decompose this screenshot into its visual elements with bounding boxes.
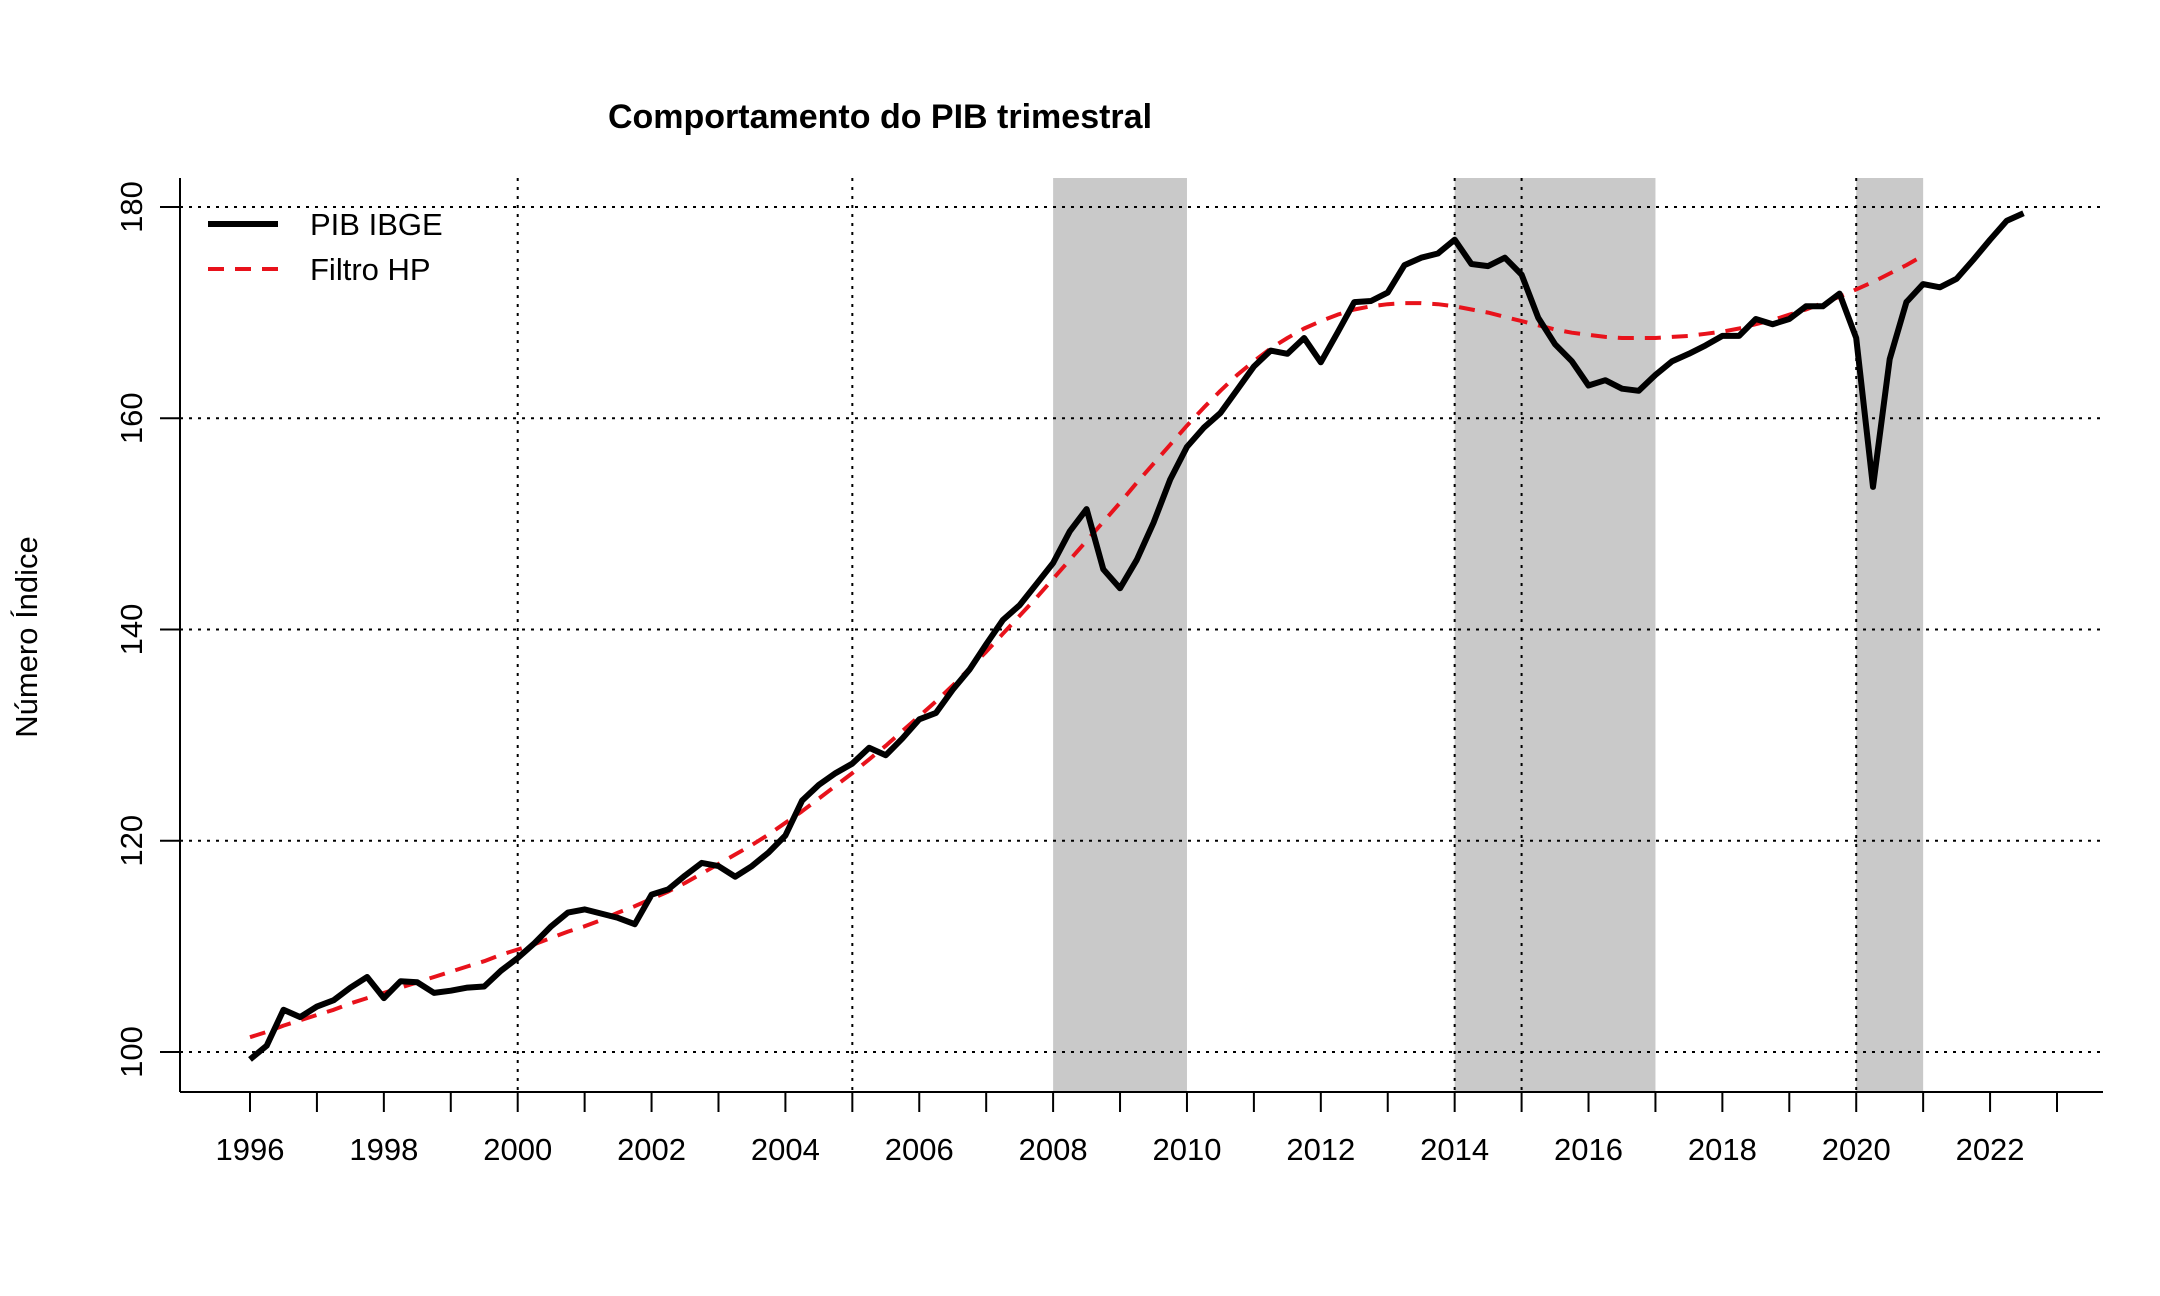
x-tick-label-2012: 2012 — [1286, 1132, 1355, 1167]
x-tick-label-2014: 2014 — [1420, 1132, 1489, 1167]
grid-lines — [180, 178, 2103, 1092]
x-tick-label-2008: 2008 — [1019, 1132, 1088, 1167]
y-tick-label-160: 160 — [114, 392, 149, 444]
x-tick-label-2020: 2020 — [1822, 1132, 1891, 1167]
y-axis-ticks: 100 120 140 160 180 — [114, 181, 180, 1078]
y-tick-label-180: 180 — [114, 181, 149, 233]
chart-title: Comportamento do PIB trimestral — [608, 98, 1152, 136]
x-tick-label-2022: 2022 — [1956, 1132, 2025, 1167]
x-tick-label-1996: 1996 — [216, 1132, 285, 1167]
x-tick-label-2018: 2018 — [1688, 1132, 1757, 1167]
x-axis-ticks: 1996 1998 2000 2002 2004 2006 2008 2010 2012 2014… — [216, 1092, 2058, 1167]
legend-label-2: Filtro HP — [310, 252, 431, 287]
x-tick-label-2002: 2002 — [617, 1132, 686, 1167]
x-tick-label-2010: 2010 — [1152, 1132, 1221, 1167]
recession-band-2 — [1454, 178, 1656, 1092]
x-tick-label-2016: 2016 — [1554, 1132, 1623, 1167]
x-tick-label-2004: 2004 — [751, 1132, 820, 1167]
x-tick-label-1998: 1998 — [349, 1132, 418, 1167]
recession-bands — [1053, 178, 1924, 1092]
recession-band-3 — [1856, 178, 1924, 1092]
legend-label-1: PIB IBGE — [310, 207, 443, 242]
y-tick-label-100: 100 — [114, 1026, 149, 1078]
series-line-pib-ibge — [248, 210, 2025, 1062]
axes — [179, 178, 2103, 1093]
x-tick-label-2000: 2000 — [483, 1132, 552, 1167]
legend: PIB IBGE Filtro HP — [208, 207, 443, 287]
y-tick-label-120: 120 — [114, 815, 149, 867]
series-layer — [248, 210, 2025, 1062]
y-tick-label-140: 140 — [114, 604, 149, 656]
x-tick-label-2006: 2006 — [885, 1132, 954, 1167]
y-axis-label: Número Índice — [9, 536, 44, 738]
recession-band-1 — [1053, 178, 1187, 1092]
